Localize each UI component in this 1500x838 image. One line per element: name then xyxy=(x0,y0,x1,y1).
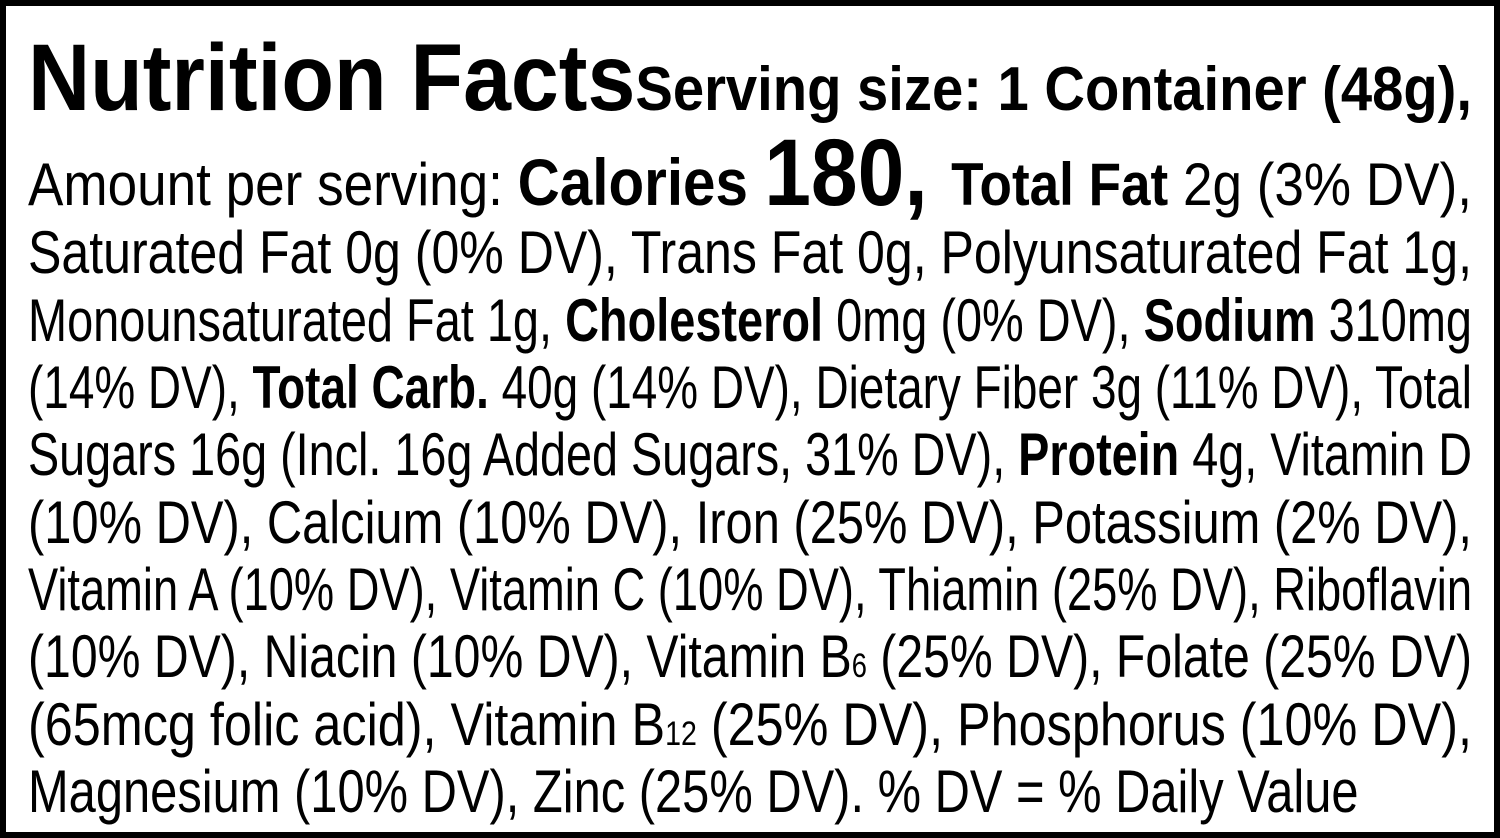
text: (25% DV), Folate (25% DV) xyxy=(866,623,1472,690)
text: 40g (14% DV), Dietary Fiber 3g (11% DV),… xyxy=(501,354,1472,421)
nutrient-name: Sodium xyxy=(1143,287,1329,354)
label-line: Vitamin A (10% DV), Vitamin C (10% DV), … xyxy=(28,560,1472,620)
text: (10% DV), Calcium (10% DV), Iron (25% DV… xyxy=(28,489,1472,556)
label-line: Sugars 16g (Incl. 16g Added Sugars, 31% … xyxy=(28,425,1472,485)
label-line: (14% DV), Total Carb. 40g (14% DV), Diet… xyxy=(28,358,1472,418)
text: Monounsaturated Fat 1g, xyxy=(28,287,566,354)
line-text: (14% DV), Total Carb. 40g (14% DV), Diet… xyxy=(28,358,1472,418)
line-text: (10% DV), Calcium (10% DV), Iron (25% DV… xyxy=(28,493,1472,553)
line-text: Nutrition FactsServing size: 1 Container… xyxy=(28,31,1472,126)
text: Amount per serving: xyxy=(28,151,518,218)
text: Saturated Fat 0g (0% DV), Trans Fat 0g, … xyxy=(28,219,1472,286)
calories-value: 180, xyxy=(764,120,952,226)
title: Nutrition Facts xyxy=(28,25,636,131)
line-text: Vitamin A (10% DV), Vitamin C (10% DV), … xyxy=(28,560,1472,620)
text: Vitamin A (10% DV), Vitamin C (10% DV), … xyxy=(28,556,1472,623)
nutrient-name: Protein xyxy=(1018,421,1193,488)
label-line: Nutrition FactsServing size: 1 Container… xyxy=(28,31,1472,126)
line-text: Sugars 16g (Incl. 16g Added Sugars, 31% … xyxy=(28,425,1472,485)
label-line: (10% DV), Calcium (10% DV), Iron (25% DV… xyxy=(28,493,1472,553)
text: Sugars 16g (Incl. 16g Added Sugars, 31% … xyxy=(28,421,1019,488)
line-text: (10% DV), Niacin (10% DV), Vitamin B6 (2… xyxy=(28,627,1472,687)
label-line: Monounsaturated Fat 1g, Cholesterol 0mg … xyxy=(28,291,1472,351)
subscript: 6 xyxy=(851,647,867,685)
text: 0mg (0% DV), xyxy=(836,287,1144,354)
text: 310mg xyxy=(1328,287,1472,354)
line-text: Amount per serving: Calories 180, Total … xyxy=(28,126,1472,221)
text: (14% DV), xyxy=(28,354,253,421)
nutrient-name: Total Carb. xyxy=(252,354,502,421)
label-line: Magnesium (10% DV), Zinc (25% DV). % DV … xyxy=(28,762,1472,822)
serving-size: Serving size: 1 Container (48g), xyxy=(635,55,1472,124)
text: 2g (3% DV), xyxy=(1182,151,1472,218)
text: (25% DV), Phosphorus (10% DV), xyxy=(696,691,1472,758)
line-text: (65mcg folic acid), Vitamin B12 (25% DV)… xyxy=(28,695,1472,755)
calories-label: Calories xyxy=(517,145,765,219)
line-text: Magnesium (10% DV), Zinc (25% DV). % DV … xyxy=(28,762,1359,822)
line-text: Saturated Fat 0g (0% DV), Trans Fat 0g, … xyxy=(28,223,1472,283)
text: (10% DV), Niacin (10% DV), Vitamin B xyxy=(28,623,852,690)
label-line: (10% DV), Niacin (10% DV), Vitamin B6 (2… xyxy=(28,627,1472,687)
label-line: Amount per serving: Calories 180, Total … xyxy=(28,126,1472,221)
text: Magnesium (10% DV), Zinc (25% DV). % DV … xyxy=(28,758,1359,825)
text: 4g, Vitamin D xyxy=(1192,421,1472,488)
text: (65mcg folic acid), Vitamin B xyxy=(28,691,666,758)
nutrient-name: Cholesterol xyxy=(565,287,837,354)
subscript: 12 xyxy=(665,715,697,753)
label-line: Saturated Fat 0g (0% DV), Trans Fat 0g, … xyxy=(28,223,1472,283)
label-line: (65mcg folic acid), Vitamin B12 (25% DV)… xyxy=(28,695,1472,755)
nutrient-name: Total Fat xyxy=(951,151,1183,218)
line-text: Monounsaturated Fat 1g, Cholesterol 0mg … xyxy=(28,291,1472,351)
